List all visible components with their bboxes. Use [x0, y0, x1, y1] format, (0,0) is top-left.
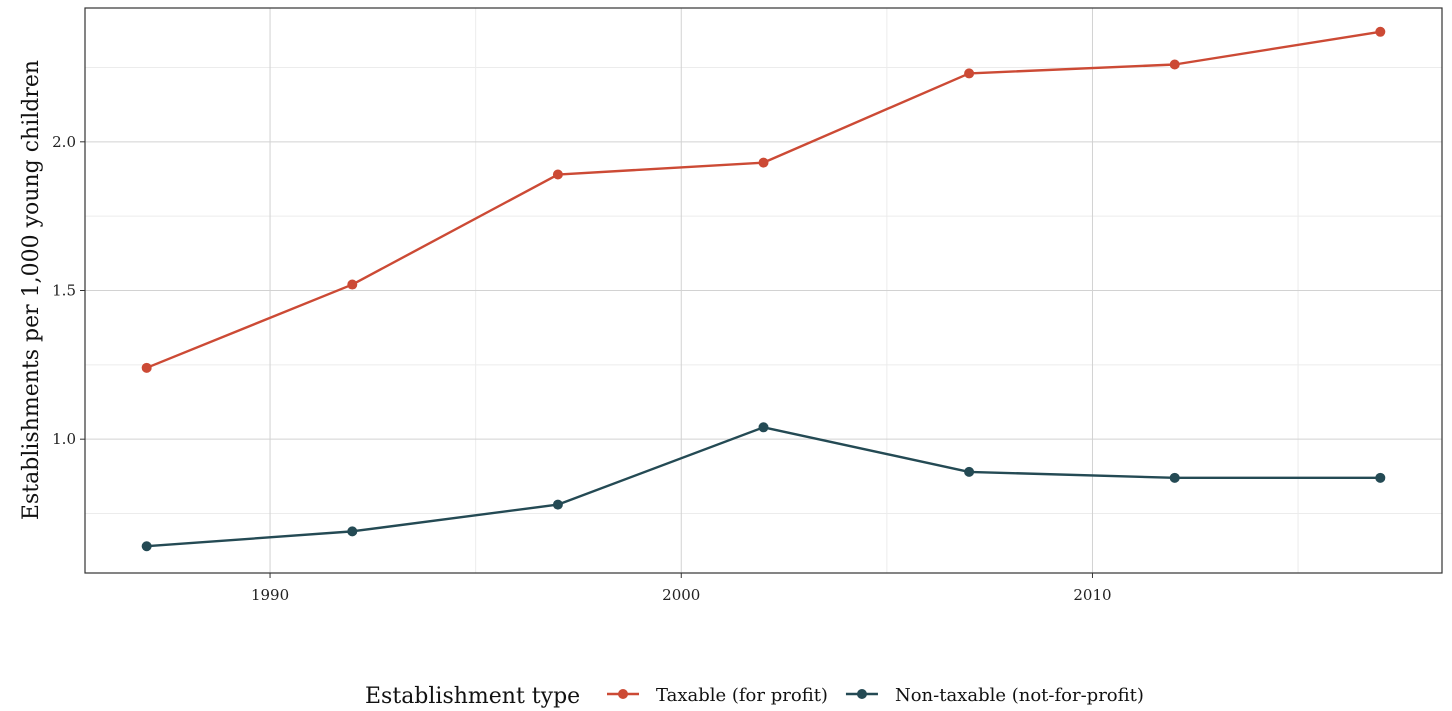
series-0-point	[347, 279, 358, 290]
y-tick-label: 2.0	[52, 133, 76, 151]
series-1-point	[552, 499, 563, 510]
legend-key-point-0	[618, 689, 628, 699]
legend-key-point-1	[856, 689, 867, 699]
legend: Establishment type Taxable (for profit) N…	[365, 684, 1144, 709]
x-tick-label: 2010	[1073, 586, 1111, 604]
legend-label-1: Non-taxable (not-for-profit)	[895, 685, 1144, 706]
series-1-point	[1375, 472, 1386, 483]
series-1-point	[347, 526, 358, 537]
series-0-point	[1375, 26, 1386, 37]
y-tick-label: 1.5	[52, 282, 76, 300]
series-layer	[141, 26, 1386, 552]
series-0-point	[964, 68, 975, 79]
legend-title: Establishment type	[365, 684, 580, 709]
x-axis-ticks: 1990 2000 2010	[251, 573, 1112, 604]
legend-items: Taxable (for profit) Non-taxable (not-for…	[607, 685, 1144, 706]
minor-gridlines	[85, 8, 1442, 573]
major-gridlines	[85, 8, 1442, 573]
series-1-point	[1169, 472, 1180, 483]
x-tick-label: 1990	[251, 586, 289, 604]
y-axis-title: Establishments per 1,000 young children	[19, 60, 44, 520]
y-tick-label: 1.0	[52, 430, 76, 448]
series-line-1	[146, 426, 1381, 548]
series-1-point	[758, 422, 769, 433]
series-0-point	[552, 169, 563, 180]
series-1-point	[964, 466, 975, 477]
series-0-point	[758, 157, 769, 168]
series-0-point	[141, 362, 152, 373]
y-axis-ticks: 1.0 1.5 2.0	[52, 133, 85, 448]
series-line-0	[146, 30, 1381, 369]
x-tick-label: 2000	[662, 586, 700, 604]
legend-label-0: Taxable (for profit)	[656, 685, 828, 706]
series-1-point	[141, 541, 152, 552]
series-0-point	[1169, 59, 1180, 70]
